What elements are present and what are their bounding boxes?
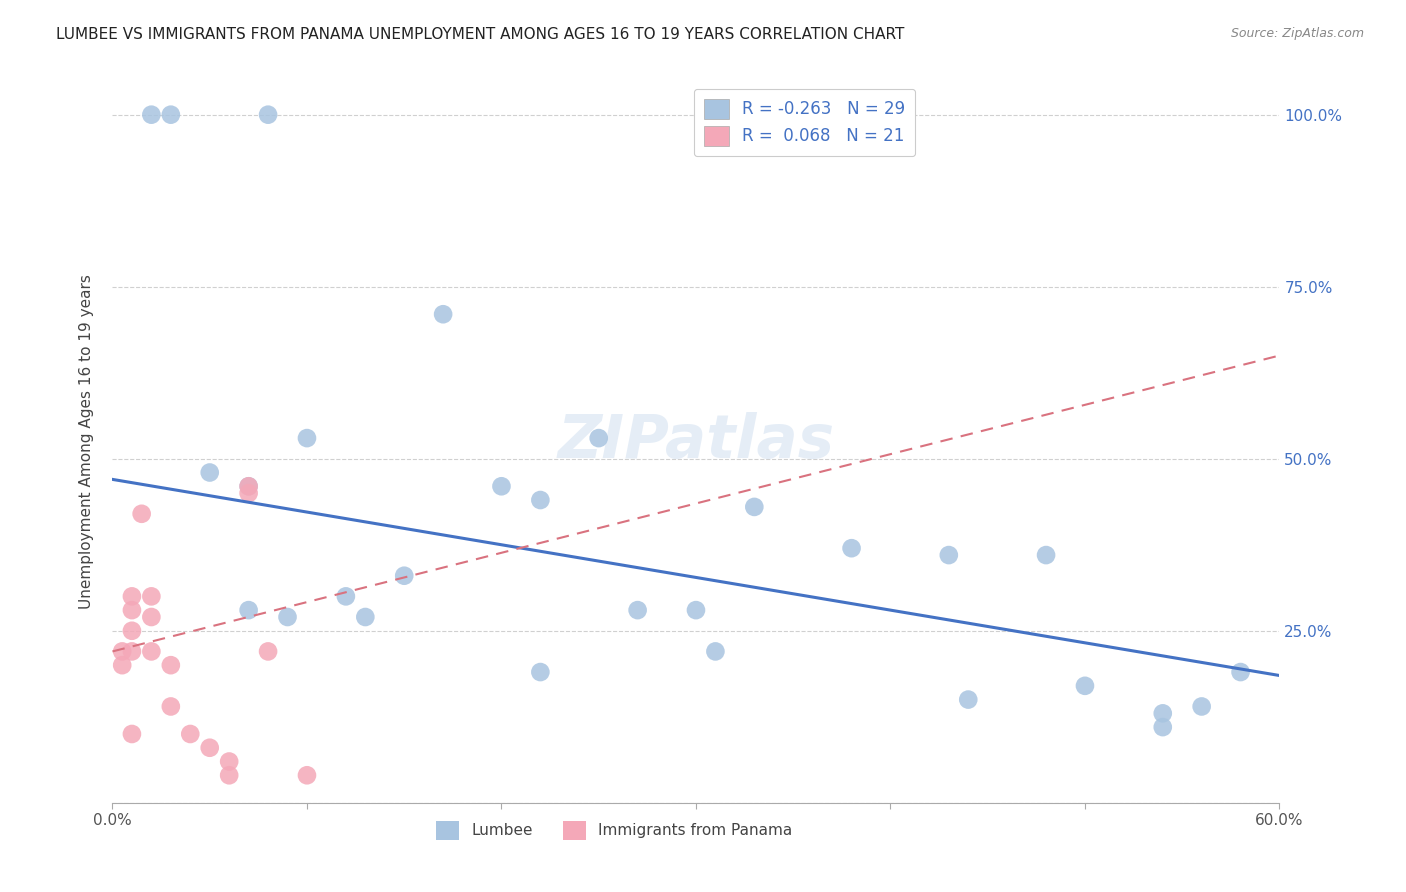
Text: ZIPatlas: ZIPatlas bbox=[557, 412, 835, 471]
Point bbox=[141, 610, 163, 624]
Text: LUMBEE VS IMMIGRANTS FROM PANAMA UNEMPLOYMENT AMONG AGES 16 TO 19 YEARS CORRELAT: LUMBEE VS IMMIGRANTS FROM PANAMA UNEMPLO… bbox=[56, 27, 904, 42]
Point bbox=[121, 727, 143, 741]
Point bbox=[179, 727, 201, 741]
Text: Source: ZipAtlas.com: Source: ZipAtlas.com bbox=[1230, 27, 1364, 40]
Point bbox=[491, 479, 513, 493]
Point bbox=[432, 307, 454, 321]
Point bbox=[1152, 706, 1174, 721]
Point bbox=[588, 431, 610, 445]
Point bbox=[160, 108, 183, 122]
Point bbox=[354, 610, 377, 624]
Point bbox=[744, 500, 766, 514]
Point bbox=[335, 590, 357, 604]
Point bbox=[238, 603, 260, 617]
Point bbox=[685, 603, 707, 617]
Point bbox=[841, 541, 863, 556]
Point bbox=[141, 644, 163, 658]
Point bbox=[218, 755, 240, 769]
Point bbox=[295, 431, 318, 445]
Point bbox=[529, 665, 551, 679]
Point bbox=[627, 603, 650, 617]
Point bbox=[121, 603, 143, 617]
Point bbox=[1152, 720, 1174, 734]
Point bbox=[238, 479, 260, 493]
Point bbox=[198, 740, 221, 755]
Point bbox=[218, 768, 240, 782]
Y-axis label: Unemployment Among Ages 16 to 19 years: Unemployment Among Ages 16 to 19 years bbox=[79, 274, 94, 609]
Point bbox=[141, 108, 163, 122]
Point bbox=[295, 768, 318, 782]
Point bbox=[111, 658, 134, 673]
Point bbox=[121, 624, 143, 638]
Point bbox=[141, 590, 163, 604]
Point bbox=[257, 108, 280, 122]
Point bbox=[1035, 548, 1057, 562]
Point bbox=[394, 568, 416, 582]
Point bbox=[957, 692, 980, 706]
Point bbox=[1229, 665, 1251, 679]
Point bbox=[1191, 699, 1213, 714]
Point bbox=[938, 548, 960, 562]
Legend: Lumbee, Immigrants from Panama: Lumbee, Immigrants from Panama bbox=[430, 815, 799, 846]
Point bbox=[529, 493, 551, 508]
Point bbox=[198, 466, 221, 480]
Point bbox=[131, 507, 153, 521]
Point bbox=[1074, 679, 1097, 693]
Point bbox=[276, 610, 298, 624]
Point bbox=[121, 590, 143, 604]
Point bbox=[238, 479, 260, 493]
Point bbox=[257, 644, 280, 658]
Point bbox=[160, 699, 183, 714]
Point bbox=[704, 644, 727, 658]
Point bbox=[111, 644, 134, 658]
Point bbox=[121, 644, 143, 658]
Point bbox=[238, 486, 260, 500]
Point bbox=[160, 658, 183, 673]
